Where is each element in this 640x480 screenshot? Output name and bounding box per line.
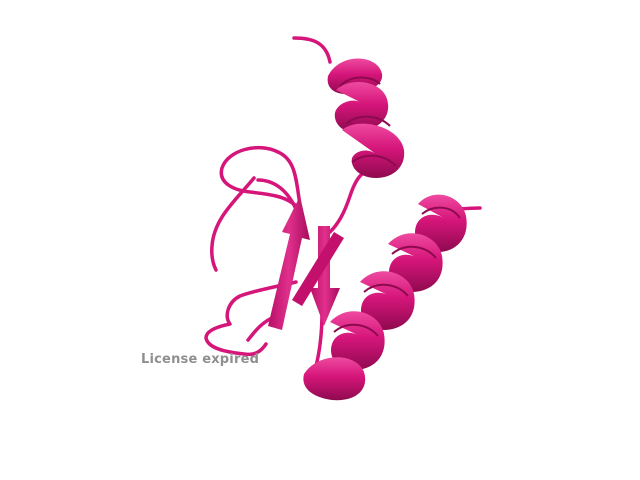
beta-sheet <box>268 196 344 330</box>
license-watermark: License expired <box>141 352 260 367</box>
alpha-helix-top <box>327 58 405 178</box>
alpha-helix-bottom <box>303 194 467 401</box>
